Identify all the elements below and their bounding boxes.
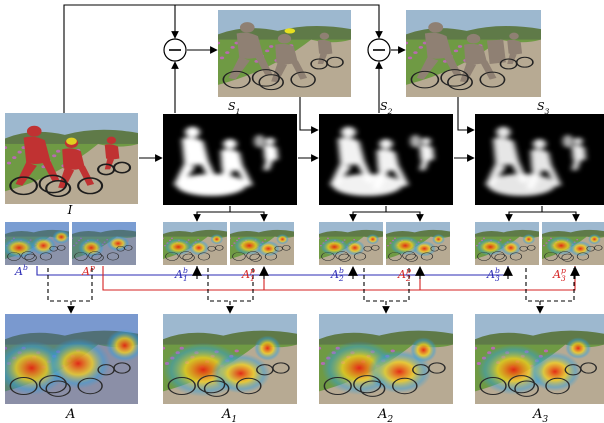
input-image xyxy=(5,113,138,204)
attention-p-map xyxy=(72,222,136,265)
labels-layer: I S1 S2 S3 Ab Ap Ab 1 Ap 1 Ab 2 Ap 2 Ab 3 Ap 3 A A1 A2 A3 xyxy=(14,100,566,423)
attention-p-label: Ap xyxy=(81,263,95,278)
split-1-right xyxy=(230,211,268,222)
subtract-operator-2 xyxy=(367,38,391,62)
split-2-right xyxy=(386,211,424,222)
attention-p-label-2: Ap 2 xyxy=(397,266,411,283)
merge-1-left xyxy=(207,268,230,302)
merge-0-right xyxy=(71,268,93,302)
saliency-mask-2 xyxy=(319,114,453,205)
attention-b-map-2 xyxy=(319,222,383,265)
attention-map-a3 xyxy=(475,314,604,404)
split-2-left xyxy=(349,211,386,222)
saliency-mask-1 xyxy=(163,114,297,205)
attention-b-label-2: Ab 2 xyxy=(330,266,344,283)
merge-3-right xyxy=(540,268,575,302)
attention-b-map-1 xyxy=(163,222,227,265)
attention-b-label-1: Ab 1 xyxy=(174,266,188,283)
merge-2-left xyxy=(363,268,386,302)
feed-input-to-subtract-1 xyxy=(63,4,179,113)
s1-to-mask-2 xyxy=(299,97,319,134)
seed-label-s3: S3 xyxy=(537,100,550,116)
seed-label-s2: S2 xyxy=(380,100,393,116)
erased-image-s1 xyxy=(218,10,351,97)
split-3-left xyxy=(505,211,542,222)
merge-1-right xyxy=(230,268,254,302)
output-label-2: A2 xyxy=(377,407,393,423)
attention-b-label-3: Ab 3 xyxy=(486,266,500,283)
connectors-layer xyxy=(36,4,580,314)
blue-branch-line xyxy=(36,266,509,276)
s2-to-mask-3 xyxy=(457,97,475,134)
seed-label-s1: S1 xyxy=(228,100,240,116)
output-label-3: A3 xyxy=(532,407,548,423)
attention-b-label: Ab xyxy=(14,263,28,278)
erased-image-s2 xyxy=(406,10,541,97)
attention-b-map xyxy=(5,222,69,265)
attention-p-map-2 xyxy=(386,222,450,265)
attention-map-a2 xyxy=(319,314,453,404)
scenes-layer xyxy=(5,10,604,404)
subtract-operator-1 xyxy=(163,38,187,62)
output-label-1: A1 xyxy=(221,407,237,423)
merge-3-left xyxy=(525,268,540,302)
attention-b-map-3 xyxy=(475,222,539,265)
attention-p-label-1: Ap 1 xyxy=(241,266,255,283)
attention-p-map-1 xyxy=(230,222,294,265)
attention-map-a xyxy=(5,314,138,404)
feed-input-to-subtract-2 xyxy=(175,4,383,39)
output-label-0: A xyxy=(65,407,75,422)
attention-p-map-3 xyxy=(542,222,604,265)
merge-2-right xyxy=(386,268,410,302)
attention-p-label-3: Ap 3 xyxy=(552,266,566,283)
input-label: I xyxy=(67,203,73,217)
saliency-mask-3 xyxy=(475,114,604,205)
merge-0-left xyxy=(47,268,71,302)
attention-map-a1 xyxy=(163,314,297,404)
split-1-left xyxy=(193,211,230,222)
split-3-right xyxy=(542,211,580,222)
